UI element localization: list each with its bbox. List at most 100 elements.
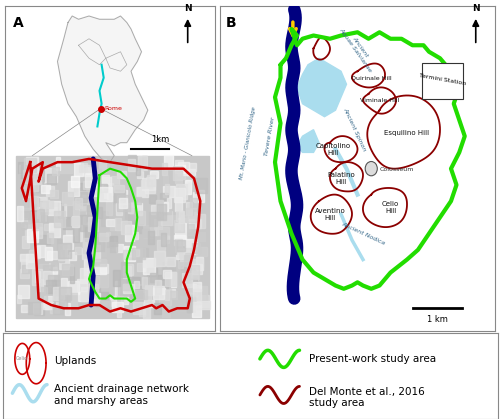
Polygon shape [165, 272, 176, 286]
Polygon shape [81, 287, 90, 301]
Polygon shape [196, 246, 207, 256]
Polygon shape [62, 264, 74, 275]
Polygon shape [94, 245, 100, 261]
Polygon shape [182, 273, 192, 287]
Polygon shape [120, 190, 126, 204]
Polygon shape [143, 258, 156, 274]
Polygon shape [44, 272, 49, 281]
Polygon shape [47, 173, 56, 184]
Polygon shape [122, 221, 130, 234]
Text: Celio: Celio [16, 357, 28, 361]
Polygon shape [80, 268, 86, 283]
Polygon shape [190, 220, 201, 228]
Polygon shape [174, 165, 185, 173]
Polygon shape [186, 176, 196, 190]
Polygon shape [53, 267, 58, 274]
Polygon shape [48, 251, 58, 259]
Polygon shape [100, 264, 108, 273]
Polygon shape [86, 206, 95, 222]
Polygon shape [196, 257, 202, 270]
Polygon shape [32, 170, 44, 181]
Polygon shape [74, 226, 78, 242]
Polygon shape [86, 167, 92, 174]
Polygon shape [154, 285, 164, 299]
Polygon shape [49, 263, 57, 273]
Polygon shape [28, 224, 37, 231]
Polygon shape [142, 178, 147, 189]
Polygon shape [37, 205, 46, 221]
Polygon shape [43, 201, 53, 208]
Polygon shape [190, 198, 197, 208]
Polygon shape [100, 186, 112, 201]
Text: A: A [14, 16, 24, 30]
Polygon shape [37, 245, 44, 257]
Text: Rome: Rome [105, 106, 122, 111]
Polygon shape [114, 185, 124, 200]
Polygon shape [25, 225, 34, 239]
Polygon shape [17, 295, 21, 303]
Polygon shape [179, 253, 191, 260]
Polygon shape [22, 184, 28, 199]
Polygon shape [173, 166, 182, 180]
Polygon shape [60, 278, 66, 294]
Polygon shape [74, 225, 82, 241]
Polygon shape [26, 167, 32, 178]
Polygon shape [18, 161, 29, 173]
Polygon shape [124, 266, 131, 278]
Polygon shape [157, 240, 165, 250]
Polygon shape [32, 174, 42, 184]
Polygon shape [46, 280, 56, 293]
Polygon shape [38, 197, 46, 212]
Polygon shape [122, 285, 134, 293]
Polygon shape [58, 243, 66, 260]
Polygon shape [88, 204, 97, 221]
Polygon shape [195, 286, 207, 301]
Polygon shape [144, 276, 148, 286]
Polygon shape [150, 273, 158, 282]
Polygon shape [157, 212, 162, 219]
Polygon shape [110, 296, 116, 308]
Polygon shape [60, 299, 64, 307]
Polygon shape [116, 196, 122, 211]
Polygon shape [123, 284, 130, 290]
Polygon shape [198, 300, 209, 309]
Polygon shape [175, 171, 182, 184]
Polygon shape [89, 285, 100, 298]
Polygon shape [78, 165, 90, 172]
Polygon shape [34, 246, 40, 258]
Polygon shape [48, 202, 60, 215]
Polygon shape [84, 259, 90, 275]
Polygon shape [124, 246, 136, 261]
Polygon shape [148, 195, 156, 203]
Polygon shape [44, 224, 53, 230]
Polygon shape [100, 274, 108, 287]
Polygon shape [114, 281, 119, 297]
Polygon shape [44, 296, 53, 309]
Polygon shape [130, 202, 140, 214]
Polygon shape [189, 287, 198, 296]
Polygon shape [145, 181, 155, 193]
Polygon shape [140, 303, 145, 316]
Polygon shape [110, 176, 120, 191]
Polygon shape [117, 194, 130, 211]
Polygon shape [178, 186, 185, 196]
Polygon shape [96, 292, 108, 306]
Polygon shape [38, 279, 44, 291]
Polygon shape [148, 175, 155, 186]
Polygon shape [106, 237, 113, 247]
Polygon shape [33, 303, 42, 315]
Polygon shape [164, 202, 168, 211]
Polygon shape [71, 292, 77, 306]
Text: Mt. Mario - Gianicolo Ridge: Mt. Mario - Gianicolo Ridge [238, 106, 256, 180]
Polygon shape [43, 265, 54, 272]
Polygon shape [86, 227, 91, 241]
Polygon shape [142, 179, 152, 188]
Polygon shape [127, 264, 132, 275]
Polygon shape [100, 301, 112, 309]
Polygon shape [144, 300, 154, 307]
Polygon shape [28, 197, 40, 206]
Polygon shape [64, 192, 72, 199]
Polygon shape [117, 303, 121, 317]
Polygon shape [56, 157, 60, 171]
Polygon shape [136, 263, 145, 272]
